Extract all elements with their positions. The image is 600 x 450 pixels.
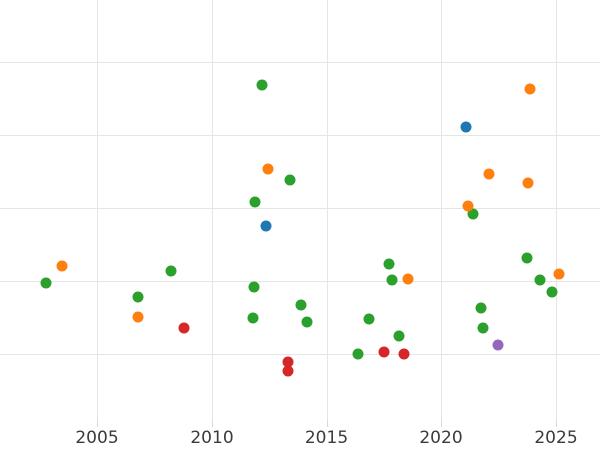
scatter-point-green — [284, 174, 296, 186]
gridline-vertical — [326, 0, 328, 421]
scatter-point-red — [282, 356, 294, 368]
scatter-point-blue — [260, 220, 272, 232]
x-tick-label: 2010 — [190, 428, 234, 448]
scatter-point-green — [40, 277, 52, 289]
x-tick-mark — [212, 421, 213, 427]
scatter-point-green — [295, 299, 307, 311]
plot-area — [0, 0, 600, 421]
x-tick-mark — [441, 421, 442, 427]
scatter-point-green — [165, 265, 177, 277]
gridline-vertical — [441, 0, 442, 421]
scatter-point-orange — [524, 83, 536, 95]
gridline-horizontal — [0, 135, 600, 136]
scatter-point-green — [301, 316, 313, 328]
scatter-point-green — [477, 322, 489, 334]
x-tick-label: 2005 — [75, 428, 119, 448]
x-tick-mark — [97, 421, 98, 427]
scatter-point-red — [398, 348, 410, 360]
scatter-point-red — [378, 346, 390, 358]
scatter-point-green — [248, 281, 260, 293]
scatter-point-green — [467, 208, 479, 220]
scatter-point-green — [363, 313, 375, 325]
x-tick-label: 2020 — [419, 428, 463, 448]
scatter-point-orange — [553, 268, 565, 280]
gridline-horizontal — [0, 354, 600, 355]
scatter-point-orange — [483, 168, 495, 180]
scatter-point-green — [247, 312, 259, 324]
x-tick-label: 2025 — [534, 428, 578, 448]
gridline-horizontal — [0, 281, 600, 282]
gridline-vertical — [97, 0, 98, 421]
scatter-point-red — [178, 322, 190, 334]
scatter-point-orange — [402, 273, 414, 285]
scatter-point-green — [475, 302, 487, 314]
scatter-point-green — [521, 252, 533, 264]
scatter-point-green — [546, 286, 558, 298]
scatter-point-orange — [56, 260, 68, 272]
gridline-horizontal — [0, 208, 600, 209]
scatter-point-green — [249, 196, 261, 208]
scatter-point-green — [383, 258, 395, 270]
scatter-point-green — [256, 79, 268, 91]
scatter-point-blue — [460, 121, 472, 133]
scatter-point-green — [386, 274, 398, 286]
scatter-point-green — [534, 274, 546, 286]
scatter-point-green — [393, 330, 405, 342]
scatter-point-red — [282, 365, 294, 377]
scatter-point-orange — [522, 177, 534, 189]
scatter-point-orange — [262, 163, 274, 175]
x-tick-label: 2015 — [304, 428, 349, 448]
gridline-horizontal — [0, 62, 600, 63]
scatter-point-orange — [462, 200, 474, 212]
scatter-point-green — [132, 291, 144, 303]
gridline-vertical — [556, 0, 557, 421]
x-tick-mark — [556, 421, 557, 427]
gridline-vertical — [212, 0, 213, 421]
scatter-point-purple — [492, 339, 504, 351]
scatter-point-green — [352, 348, 364, 360]
scatter-point-orange — [132, 311, 144, 323]
x-tick-mark — [326, 421, 328, 427]
